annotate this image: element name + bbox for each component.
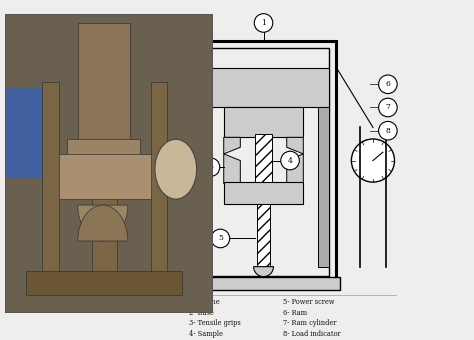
Bar bbox=[26, 271, 182, 295]
Polygon shape bbox=[224, 137, 240, 154]
Wedge shape bbox=[254, 267, 273, 277]
Bar bbox=[198, 49, 329, 276]
Circle shape bbox=[211, 229, 230, 248]
Text: 4: 4 bbox=[288, 156, 292, 165]
Bar bbox=[5, 88, 42, 178]
Polygon shape bbox=[224, 154, 240, 184]
Circle shape bbox=[379, 98, 397, 117]
Text: 7- Ram cylinder: 7- Ram cylinder bbox=[283, 319, 337, 327]
Text: 5: 5 bbox=[218, 235, 223, 242]
Bar bbox=[92, 157, 118, 283]
Wedge shape bbox=[78, 205, 128, 241]
Text: 7: 7 bbox=[385, 103, 390, 112]
Bar bbox=[318, 107, 329, 267]
Bar bbox=[151, 82, 167, 277]
Bar bbox=[67, 139, 140, 163]
Text: 2- Base: 2- Base bbox=[189, 309, 214, 317]
Bar bbox=[46, 154, 161, 199]
Bar bbox=[42, 82, 59, 277]
Circle shape bbox=[281, 151, 300, 170]
Bar bbox=[191, 41, 337, 283]
Bar bbox=[198, 107, 210, 267]
Text: 2: 2 bbox=[170, 279, 175, 287]
Text: 3: 3 bbox=[208, 163, 213, 171]
Circle shape bbox=[201, 158, 220, 176]
Circle shape bbox=[379, 121, 397, 140]
Text: 4- Sample: 4- Sample bbox=[189, 330, 223, 338]
Text: 6- Ram: 6- Ram bbox=[283, 309, 308, 317]
Bar bbox=[78, 22, 130, 148]
Bar bbox=[224, 107, 303, 137]
Text: 6: 6 bbox=[385, 80, 390, 88]
Circle shape bbox=[379, 75, 397, 94]
Circle shape bbox=[163, 274, 182, 292]
Bar bbox=[224, 182, 303, 204]
Circle shape bbox=[351, 139, 394, 182]
Text: 1- Frame: 1- Frame bbox=[189, 298, 219, 306]
Text: 8: 8 bbox=[385, 127, 390, 135]
Bar bbox=[255, 134, 272, 184]
Bar bbox=[257, 204, 270, 267]
Bar bbox=[187, 277, 340, 290]
Circle shape bbox=[254, 14, 273, 32]
Polygon shape bbox=[287, 137, 303, 154]
Text: 3- Tensile grips: 3- Tensile grips bbox=[189, 319, 241, 327]
Text: 5- Power screw: 5- Power screw bbox=[283, 298, 335, 306]
Polygon shape bbox=[287, 154, 303, 184]
Text: 1: 1 bbox=[261, 19, 266, 27]
Circle shape bbox=[155, 139, 197, 199]
Bar bbox=[198, 68, 329, 107]
Wedge shape bbox=[78, 205, 128, 241]
Text: 8- Load indicator: 8- Load indicator bbox=[283, 330, 341, 338]
